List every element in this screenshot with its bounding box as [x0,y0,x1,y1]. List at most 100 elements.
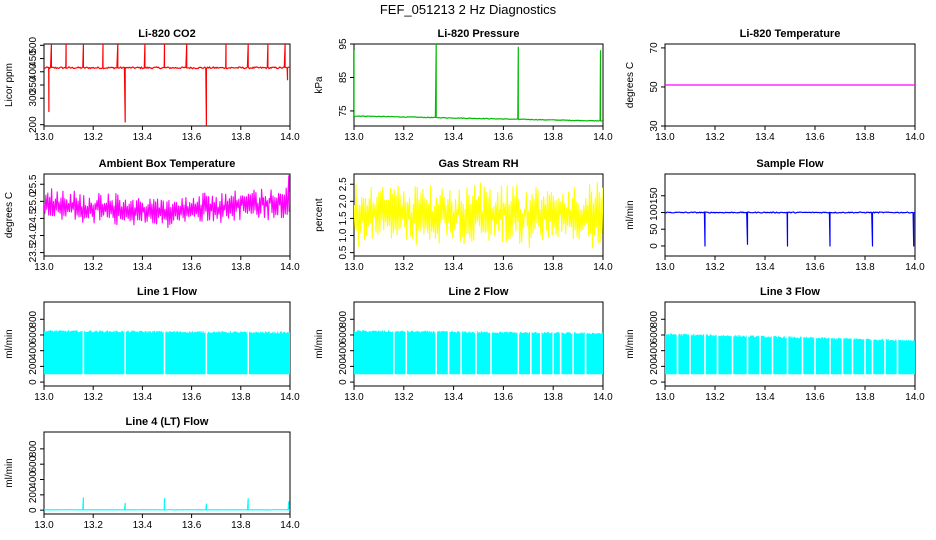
x-tick-label: 13.2 [705,132,725,143]
y-tick-label: 400 [28,63,39,80]
x-tick-label: 13.2 [394,132,414,143]
series-line [354,182,603,249]
x-tick-label: 13.4 [133,520,153,531]
x-tick-label: 13.8 [543,132,563,143]
x-tick-label: 13.6 [182,262,202,273]
chart-title: Gas Stream RH [438,158,518,170]
x-tick-label: 13.8 [855,262,875,273]
x-tick-label: 13.4 [444,262,464,273]
y-tick-label: 24.0 [28,225,39,245]
x-tick-label: 13.8 [855,132,875,143]
series-line [44,175,290,229]
x-tick-label: 14.0 [593,132,613,143]
y-tick-label: 50 [649,223,660,235]
chart-panel: Line 1 Flow 13.0 13.2 13.4 13.6 13.8 14.0 0 2004… [4,286,300,403]
x-tick-label: 13.6 [494,132,514,143]
y-tick-label: 600 [649,326,660,343]
y-tick-label: 400 [28,471,39,488]
x-tick-label: 14.0 [280,262,300,273]
x-tick-label: 13.0 [34,392,54,403]
x-tick-label: 13.0 [34,262,54,273]
y-tick-label: 150 [649,187,660,204]
series-group [44,327,290,378]
x-tick-label: 13.4 [133,392,153,403]
x-tick-label: 13.4 [444,132,464,143]
y-tick-label: 0.5 [338,245,349,259]
x-tick-label: 13.0 [34,132,54,143]
series-group [44,44,290,126]
chart-panel: Li-820 Temperature 13.0 13.2 13.4 13.6 13.8 14… [625,28,925,143]
y-tick-label: 50 [649,81,660,93]
x-tick-label: 13.2 [705,262,725,273]
y-tick-label: 70 [649,42,660,54]
x-tick-label: 13.0 [34,520,54,531]
plot-frame [43,431,291,515]
y-tick-label: 85 [338,71,349,83]
y-tick-label: 25.5 [28,174,39,194]
chart-panel: Li-820 Pressure 13.0 13.2 13.4 13.6 13.8 14.0 7… [314,28,613,143]
x-tick-label: 13.2 [83,262,103,273]
chart-panel: Sample Flow 13.0 13.2 13.4 13.6 13.8 14.0 0 50 10… [625,158,925,273]
y-tick-label: 30 [649,120,660,132]
x-tick-label: 13.0 [655,132,675,143]
x-tick-label: 14.0 [905,132,925,143]
chart-title: Li-820 CO2 [138,28,195,40]
y-tick-label: 2.5 [338,177,349,191]
figure-title: FEF_051213 2 Hz Diagnostics [380,2,557,17]
chart-panel: Gas Stream RH 13.0 13.2 13.4 13.6 13.8 14.0 0.5… [314,158,613,273]
chart-panel: Li-820 CO2 13.0 13.2 13.4 13.6 13.8 14.0 200 300… [4,28,300,143]
y-tick-label: 0 [338,379,349,385]
y-tick-label: 800 [28,310,39,327]
x-tick-label: 13.6 [182,520,202,531]
y-tick-label: 2.0 [338,194,349,208]
x-tick-label: 13.2 [83,520,103,531]
y-tick-label: 800 [338,310,349,327]
x-tick-label: 13.6 [805,392,825,403]
y-tick-label: 200 [28,358,39,375]
y-tick-label: 600 [28,455,39,472]
x-tick-label: 14.0 [280,392,300,403]
series-line [354,44,603,122]
x-tick-label: 13.2 [83,132,103,143]
chart-panel: Line 4 (LT) Flow 13.0 13.2 13.4 13.6 13.8 14.0… [4,416,300,531]
chart-title: Li-820 Temperature [740,28,841,40]
series-line [665,211,915,247]
plot-frame [43,173,291,257]
x-tick-label: 14.0 [280,132,300,143]
y-tick-label: 800 [649,310,660,327]
y-tick-label: 0 [28,507,39,513]
series-line [354,330,603,375]
x-tick-label: 13.4 [755,392,775,403]
y-tick-label: 1.0 [338,228,349,242]
x-tick-label: 13.6 [182,392,202,403]
y-tick-label: 450 [28,50,39,67]
chart-panels: Li-820 CO2 13.0 13.2 13.4 13.6 13.8 14.0 200 30 0… [4,28,925,531]
y-axis-label: percent [314,198,325,232]
y-tick-label: 0 [649,379,660,385]
series-group [44,175,290,229]
x-tick-label: 13.8 [231,132,251,143]
y-tick-label: 1.5 [338,211,349,225]
y-axis-label: ml/min [625,329,636,358]
x-tick-label: 13.6 [805,262,825,273]
series-line [44,330,290,375]
x-tick-label: 13.0 [344,392,364,403]
x-tick-label: 13.2 [394,392,414,403]
series-line [44,44,290,126]
series-line [44,497,290,511]
x-tick-label: 13.6 [494,262,514,273]
x-tick-label: 13.8 [543,392,563,403]
y-tick-label: 95 [338,38,349,50]
y-tick-label: 200 [338,358,349,375]
chart-title: Line 3 Flow [760,286,820,298]
chart-title: Sample Flow [756,158,824,170]
y-tick-label: 23.5 [28,242,39,262]
y-tick-label: 0 [28,379,39,385]
x-tick-label: 14.0 [280,520,300,531]
x-tick-label: 13.6 [494,392,514,403]
y-tick-label: 800 [28,440,39,457]
x-tick-label: 13.6 [182,132,202,143]
x-tick-label: 13.8 [231,392,251,403]
x-tick-label: 13.0 [655,392,675,403]
x-tick-label: 13.4 [755,132,775,143]
